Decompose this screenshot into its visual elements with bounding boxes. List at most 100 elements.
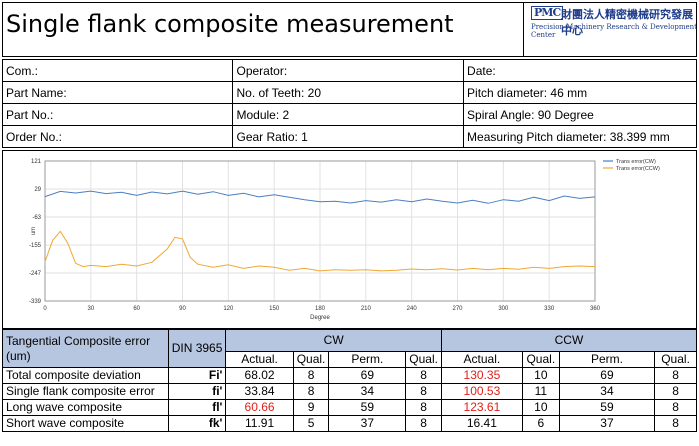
value-cell: 34	[558, 383, 656, 400]
row-name: Long wave composite	[2, 399, 169, 416]
logo-chinese-name: 財團法人精密機械研究發展中心	[561, 9, 693, 37]
ccw-header: CCW	[440, 329, 698, 352]
x-tick-label: 360	[590, 306, 601, 312]
value-cell: 69	[558, 367, 656, 384]
x-tick-label: 330	[544, 306, 555, 312]
logo-english-name: Precision Machinery Research & Developme…	[531, 23, 697, 39]
subheader-cell: Perm.	[558, 351, 656, 368]
info-module: Module: 2	[232, 103, 465, 126]
x-axis-label: Degree	[310, 315, 330, 321]
plot-frame	[44, 160, 596, 302]
x-tick-label: 120	[223, 306, 234, 312]
y-tick-label: 29	[34, 187, 41, 193]
value-cell: 10	[521, 399, 560, 416]
value-cell: 8	[405, 383, 442, 400]
row-symbol: fk'	[167, 415, 227, 432]
y-axis-label: um	[31, 227, 37, 235]
subheader-cell: Perm.	[328, 351, 407, 368]
results-title: Tangential Composite error (um)	[2, 329, 169, 368]
info-com: Com.:	[1, 59, 234, 82]
info-date: Date:	[463, 59, 697, 82]
report-header: Single flank composite measurement PMC 財…	[2, 2, 697, 57]
logo-mark: PMC	[531, 6, 564, 20]
results-body: Total composite deviation Fi' 68.02 8 69 8 130…	[2, 367, 697, 432]
value-cell: 37	[328, 415, 407, 432]
row-name: Short wave composite	[2, 415, 169, 432]
x-tick-label: 270	[452, 306, 463, 312]
value-cell: 34	[328, 383, 407, 400]
value-cell: 68.02	[225, 367, 294, 384]
value-cell: 69	[328, 367, 407, 384]
value-cell: 11	[521, 383, 560, 400]
value-cell: 8	[405, 367, 442, 384]
series-line-cw	[44, 190, 596, 204]
company-logo: PMC 財團法人精密機械研究發展中心 Precision Machinery R…	[523, 3, 698, 56]
info-measuring-pitch: Measuring Pitch diameter: 38.399 mm	[463, 125, 697, 148]
info-spiral-angle: Spiral Angle: 90 Degree	[463, 103, 697, 126]
info-operator: Operator:	[232, 59, 465, 82]
table-row: Long wave composite fl' 60.66 9 59 8 123.61 10 5…	[2, 399, 697, 416]
value-cell: 100.53	[440, 383, 523, 400]
value-cell: 8	[654, 367, 697, 384]
subheader-cell: Actual.	[440, 351, 523, 368]
info-gear-ratio: Gear Ratio: 1	[232, 125, 465, 148]
results-header-row: Tangential Composite error (um) DIN 3965…	[2, 329, 698, 368]
info-part-name: Part Name:	[1, 81, 234, 104]
row-name: Single flank composite error	[2, 383, 169, 400]
results-table: Tangential Composite error (um) DIN 3965…	[2, 329, 698, 432]
results-standard: DIN 3965	[167, 329, 227, 368]
x-tick-label: 60	[133, 306, 140, 312]
subheader-cell: Qual.	[292, 351, 330, 368]
table-row: Single flank composite error fi' 33.84 8 34 8…	[2, 383, 697, 400]
info-part-no: Part No.:	[1, 103, 234, 126]
value-cell: 5	[292, 415, 330, 432]
table-row: Total composite deviation Fi' 68.02 8 69 8 130…	[2, 367, 697, 384]
row-symbol: Fi'	[167, 367, 227, 384]
value-cell: 8	[405, 415, 442, 432]
x-tick-label: 300	[498, 306, 509, 312]
value-cell: 8	[405, 399, 442, 416]
value-cell: 59	[328, 399, 407, 416]
row-symbol: fl'	[167, 399, 227, 416]
chart-svg: 0 30 60 90 120 150 180 210 240 270 300 330 360 121 29 -…	[29, 159, 660, 321]
value-cell: 9	[292, 399, 330, 416]
x-tick-label: 240	[407, 306, 418, 312]
info-row: Part Name: No. of Teeth: 20 Pitch diamet…	[1, 81, 697, 104]
value-cell: 6	[521, 415, 560, 432]
page-title: Single flank composite measurement	[6, 10, 454, 38]
y-tick-label: -155	[29, 243, 42, 249]
info-row: Part No.: Module: 2 Spiral Angle: 90 Deg…	[1, 103, 697, 126]
value-cell: 37	[558, 415, 656, 432]
value-cell: 123.61	[440, 399, 523, 416]
value-cell: 8	[654, 383, 697, 400]
y-tick-label: -63	[32, 215, 41, 221]
value-cell: 8	[292, 367, 330, 384]
series-line-ccw	[44, 230, 596, 272]
x-tick-label: 30	[87, 306, 94, 312]
part-info-table: Com.: Operator: Date: Part Name: No. of …	[1, 59, 697, 148]
value-cell: 16.41	[440, 415, 523, 432]
value-cell: 59	[558, 399, 656, 416]
info-teeth: No. of Teeth: 20	[232, 81, 465, 104]
info-row: Com.: Operator: Date:	[1, 59, 697, 82]
legend-label: Trans error(CCW)	[616, 166, 660, 172]
row-name: Total composite deviation	[2, 367, 169, 384]
subheader-cell: Qual.	[521, 351, 560, 368]
x-tick-label: 90	[179, 306, 186, 312]
y-tick-label: -247	[29, 271, 42, 277]
value-cell: 10	[521, 367, 560, 384]
value-cell: 33.84	[225, 383, 294, 400]
value-cell: 60.66	[225, 399, 294, 416]
info-order-no: Order No.:	[1, 125, 234, 148]
cw-header: CW	[225, 329, 442, 352]
table-row: Short wave composite fk' 11.91 5 37 8 16.41 6 37…	[2, 415, 697, 432]
value-cell: 130.35	[440, 367, 523, 384]
x-tick-label: 0	[43, 306, 47, 312]
x-tick-label: 150	[269, 306, 280, 312]
x-tick-label: 180	[315, 306, 326, 312]
y-tick-label: 121	[31, 159, 42, 165]
legend-label: Trans error(CW)	[616, 159, 656, 165]
info-pitch-diameter: Pitch diameter: 46 mm	[463, 81, 697, 104]
y-tick-label: -339	[29, 299, 42, 305]
row-symbol: fi'	[167, 383, 227, 400]
